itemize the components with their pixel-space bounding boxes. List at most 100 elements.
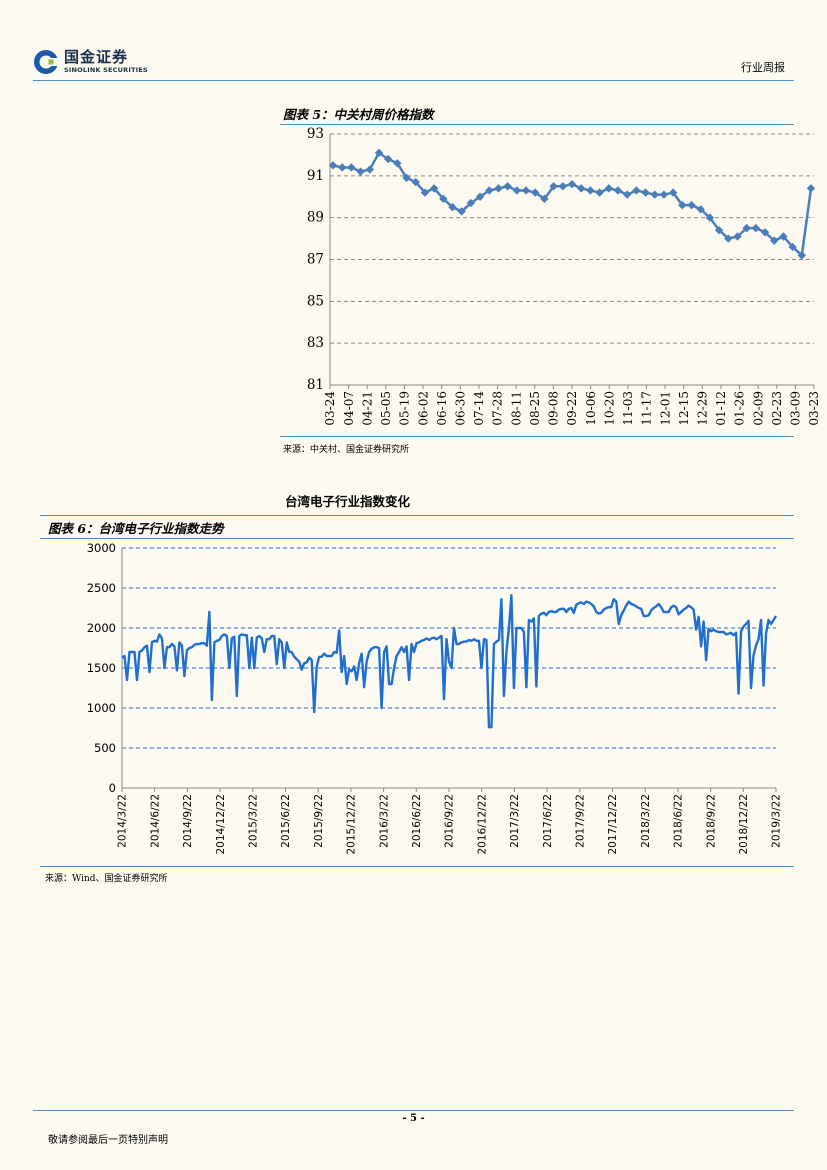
data-point xyxy=(494,184,503,193)
x-tick-label: 08-11 xyxy=(509,391,523,426)
x-tick-label: 07-28 xyxy=(491,391,505,426)
data-point xyxy=(485,186,494,195)
x-tick-label: 2015/12/22 xyxy=(346,794,358,855)
data-point xyxy=(641,188,650,197)
data-point xyxy=(439,194,448,204)
header-divider xyxy=(33,80,794,81)
x-tick-label: 2015/6/22 xyxy=(280,794,292,848)
x-tick-label: 06-02 xyxy=(416,391,430,426)
data-point xyxy=(797,251,807,260)
x-tick-label: 2017/3/22 xyxy=(509,794,521,848)
data-point xyxy=(650,190,659,199)
figure5-title: 图表 5：中关村周价格指数 xyxy=(283,107,434,122)
report-type: 行业周报 xyxy=(741,61,785,74)
data-point xyxy=(512,186,522,195)
x-tick-label: 09-08 xyxy=(547,391,561,426)
x-tick-label: 07-14 xyxy=(472,391,486,426)
x-tick-label: 2016/9/22 xyxy=(444,794,456,848)
logo-chinese-text: 国金证券 xyxy=(64,48,129,67)
section-title: 台湾电子行业指数变化 xyxy=(285,494,411,509)
data-point xyxy=(788,242,797,252)
x-tick-label: 03-24 xyxy=(323,391,337,426)
y-tick-label: 1000 xyxy=(87,701,116,715)
x-tick-label: 2016/3/22 xyxy=(378,794,390,848)
x-tick-label: 2014/9/22 xyxy=(182,794,194,848)
x-tick-label: 05-19 xyxy=(398,391,412,426)
footer-divider xyxy=(33,1110,794,1111)
data-point xyxy=(374,148,384,158)
data-point xyxy=(347,163,356,172)
sinolink-logo-icon xyxy=(34,50,59,74)
y-tick-label: 89 xyxy=(307,210,324,226)
x-tick-label: 03-09 xyxy=(789,391,803,426)
x-tick-label: 12-29 xyxy=(696,391,710,426)
x-tick-label: 04-21 xyxy=(360,391,374,426)
x-tick-label: 2018/3/22 xyxy=(640,794,652,848)
data-point xyxy=(668,188,678,197)
x-tick-label: 01-12 xyxy=(714,391,728,426)
data-point xyxy=(475,192,485,201)
x-tick-label: 06-16 xyxy=(435,391,449,426)
x-tick-label: 09-22 xyxy=(565,391,579,426)
x-tick-label: 08-25 xyxy=(528,391,542,426)
data-point xyxy=(549,182,558,191)
data-point xyxy=(558,182,568,191)
data-point xyxy=(576,184,586,193)
x-tick-label: 01-26 xyxy=(733,391,747,426)
x-tick-label: 2017/9/22 xyxy=(574,794,586,848)
figure6-title-divider xyxy=(40,538,794,539)
data-point xyxy=(393,159,402,168)
figure6-source: 来源：Wind、国金证券研究所 xyxy=(45,874,168,884)
data-point xyxy=(503,182,512,191)
x-tick-label: 2016/12/22 xyxy=(476,794,488,855)
data-point xyxy=(751,223,761,233)
data-point xyxy=(760,228,770,237)
y-tick-label: 2000 xyxy=(87,621,116,635)
data-point xyxy=(733,232,742,241)
x-tick-label: 12-15 xyxy=(677,391,691,426)
x-tick-label: 04-07 xyxy=(342,391,356,426)
data-point xyxy=(806,184,816,193)
data-point xyxy=(779,232,788,241)
figure5-title-divider xyxy=(280,124,794,125)
data-point xyxy=(604,184,613,193)
x-tick-label: 02-09 xyxy=(751,391,765,426)
y-tick-label: 91 xyxy=(307,168,324,184)
x-tick-label: 03-23 xyxy=(807,391,818,426)
x-tick-label: 2014/3/22 xyxy=(117,794,129,848)
data-point xyxy=(622,190,632,199)
x-tick-label: 02-23 xyxy=(770,391,784,426)
y-tick-label: 93 xyxy=(307,126,324,142)
data-point xyxy=(411,177,420,187)
x-tick-label: 2019/3/22 xyxy=(771,794,783,848)
data-point xyxy=(383,154,393,164)
y-tick-label: 1500 xyxy=(87,661,116,675)
data-point xyxy=(448,203,457,212)
y-tick-label: 0 xyxy=(109,781,116,795)
y-tick-label: 2500 xyxy=(87,581,116,595)
x-tick-label: 2016/6/22 xyxy=(411,794,423,848)
figure6-top-divider xyxy=(40,515,794,516)
data-point xyxy=(613,186,623,195)
x-tick-label: 10-20 xyxy=(602,391,616,426)
x-tick-label: 05-05 xyxy=(379,391,393,426)
figure6-chart: 0 500 1000 1500 2000 2500 3000 2014/3/22 2014/6/… xyxy=(87,541,783,855)
page-number: - 5 - xyxy=(402,1113,425,1124)
data-point xyxy=(705,213,715,222)
y-tick-label: 87 xyxy=(307,252,324,268)
logo-english-text: SINOLINK SECURITIES xyxy=(64,66,148,75)
x-tick-label: 10-06 xyxy=(584,391,598,426)
data-point xyxy=(714,226,724,235)
data-point xyxy=(659,190,669,199)
x-tick-label: 2018/12/22 xyxy=(738,794,750,855)
y-tick-label: 3000 xyxy=(87,541,116,555)
series-line xyxy=(332,151,813,257)
x-tick-label: 2015/3/22 xyxy=(247,794,259,848)
disclaimer: 敬请参阅最后一页特别声明 xyxy=(48,1135,168,1146)
data-point xyxy=(365,165,374,174)
data-point xyxy=(457,207,466,216)
series-line xyxy=(121,594,778,729)
data-point xyxy=(586,186,595,195)
data-point xyxy=(356,167,365,176)
data-point xyxy=(328,161,338,170)
